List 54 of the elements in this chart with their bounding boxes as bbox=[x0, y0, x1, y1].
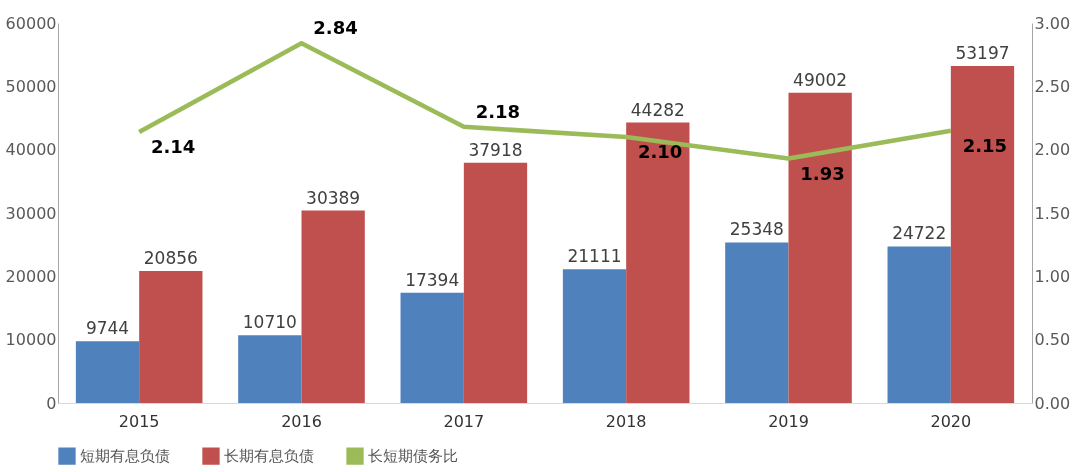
data-label: 17394 bbox=[405, 269, 460, 290]
x-tick-label: 2020 bbox=[930, 411, 972, 431]
data-label: 25348 bbox=[729, 219, 784, 240]
x-tick-label: 2018 bbox=[605, 411, 647, 431]
bar bbox=[75, 341, 140, 403]
y2-tick-label: 0.00 bbox=[1034, 393, 1071, 413]
bar bbox=[400, 292, 464, 403]
data-label: 49002 bbox=[793, 69, 848, 90]
data-label: 9744 bbox=[85, 318, 130, 339]
x-tick-label: 2017 bbox=[443, 411, 485, 431]
bar bbox=[950, 66, 1015, 403]
bar bbox=[725, 242, 789, 403]
y-tick-label: 30000 bbox=[5, 203, 57, 223]
y2-tick-label: 1.50 bbox=[1034, 203, 1071, 223]
x-tick-label: 2019 bbox=[768, 411, 809, 431]
data-label: 2.15 bbox=[962, 134, 1008, 156]
data-label: 2.14 bbox=[150, 135, 196, 157]
y-tick-label: 60000 bbox=[5, 13, 57, 33]
y-tick-label: 0 bbox=[46, 393, 57, 413]
data-label: 37918 bbox=[468, 139, 523, 160]
x-tick-label: 2016 bbox=[281, 411, 322, 431]
data-label: 53197 bbox=[955, 43, 1010, 64]
y-tick-label: 50000 bbox=[5, 76, 57, 96]
bar bbox=[238, 335, 302, 403]
data-label: 44282 bbox=[630, 99, 685, 120]
bar bbox=[463, 162, 528, 403]
y2-tick-label: 2.00 bbox=[1034, 140, 1071, 160]
legend-label: 长期有息负债 bbox=[224, 447, 314, 466]
y2-tick-label: 2.50 bbox=[1034, 76, 1071, 96]
bar bbox=[139, 270, 203, 403]
data-label: 2.84 bbox=[313, 17, 358, 39]
data-label: 1.93 bbox=[800, 162, 845, 184]
bar bbox=[562, 269, 627, 403]
y-tick-label: 40000 bbox=[5, 140, 57, 160]
legend-label: 短期有息负债 bbox=[80, 447, 170, 466]
y2-tick-label: 3.00 bbox=[1034, 13, 1071, 33]
bar bbox=[626, 122, 690, 403]
y-tick-label: 10000 bbox=[5, 330, 57, 350]
x-tick-label: 2015 bbox=[118, 411, 160, 431]
y2-tick-label: 1.00 bbox=[1034, 266, 1071, 286]
bar bbox=[788, 92, 852, 403]
data-label: 30389 bbox=[306, 187, 361, 208]
bar bbox=[887, 246, 951, 403]
data-label: 10710 bbox=[242, 312, 297, 333]
data-label: 20856 bbox=[143, 247, 198, 268]
data-label: 2.10 bbox=[637, 141, 683, 162]
legend-label: 长短期债务比 bbox=[368, 447, 458, 466]
data-label: 2.18 bbox=[475, 100, 521, 122]
data-label: 21111 bbox=[567, 246, 622, 267]
bar bbox=[301, 210, 365, 403]
y-tick-label: 20000 bbox=[5, 266, 57, 286]
line-series bbox=[136, 41, 954, 161]
data-label: 24722 bbox=[892, 223, 947, 244]
y2-tick-label: 0.50 bbox=[1034, 330, 1071, 350]
